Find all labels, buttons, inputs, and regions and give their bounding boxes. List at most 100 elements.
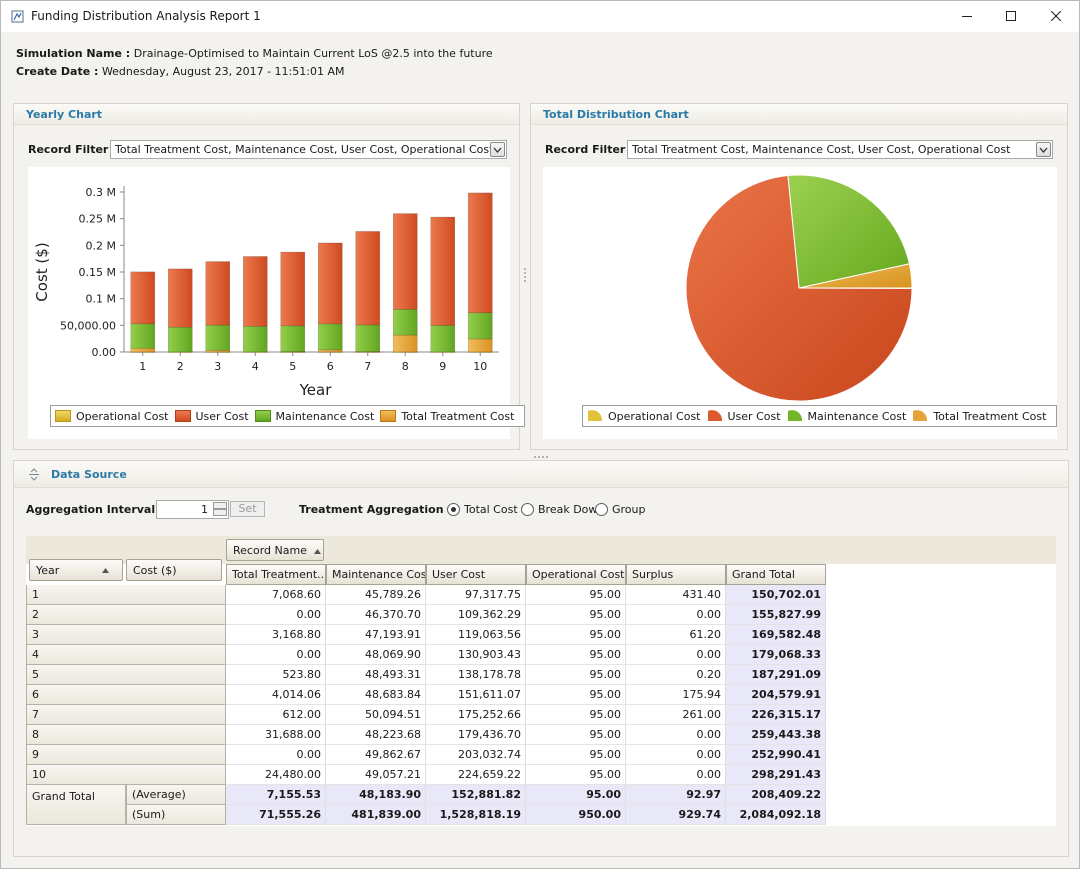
window-title: Funding Distribution Analysis Report 1 — [31, 9, 261, 23]
row-header-year[interactable]: 2 — [26, 605, 226, 625]
bar-segment[interactable] — [430, 216, 456, 326]
table-cell: 138,178.78 — [426, 665, 526, 685]
collapse-icon[interactable] — [28, 468, 40, 481]
table-cell: 226,315.17 — [726, 705, 826, 725]
table-cell: 95.00 — [526, 585, 626, 605]
table-cell: 48,223.68 — [326, 725, 426, 745]
bar-segment[interactable] — [467, 312, 493, 340]
legend-label-treatment: Total Treatment Cost — [933, 409, 1047, 423]
row-header-year[interactable]: 6 — [26, 685, 226, 705]
spinner-buttons[interactable] — [213, 502, 227, 517]
create-date-line: Create Date : Wednesday, August 23, 2017… — [16, 65, 344, 78]
column-header[interactable]: Maintenance Cost — [326, 564, 426, 585]
bar-segment[interactable] — [205, 261, 231, 326]
data-source-header[interactable]: Data Source — [14, 461, 1068, 488]
column-header[interactable]: Operational Cost — [526, 564, 626, 585]
table-cell: 0.00 — [226, 745, 326, 765]
legend-label-operational: Operational Cost — [608, 409, 701, 423]
pie-slice[interactable] — [787, 174, 910, 289]
bar-segment[interactable] — [317, 242, 343, 325]
table-cell: 130,903.43 — [426, 645, 526, 665]
spin-up-button[interactable] — [213, 502, 227, 509]
total-cell: 481,839.00 — [326, 805, 426, 825]
set-button[interactable]: Set — [230, 501, 265, 517]
radio-group[interactable]: Group — [595, 503, 646, 516]
yearly-record-filter[interactable]: Total Treatment Cost, Maintenance Cost, … — [110, 140, 507, 159]
x-tick-label: 5 — [289, 360, 296, 373]
bar-segment[interactable] — [355, 231, 381, 326]
bar-segment[interactable] — [317, 323, 343, 351]
chevron-down-icon — [1039, 147, 1048, 153]
row-header-year[interactable]: 3 — [26, 625, 226, 645]
column-header[interactable]: Total Treatment... — [226, 564, 326, 585]
row-header-year[interactable]: 5 — [26, 665, 226, 685]
column-header[interactable]: Grand Total — [726, 564, 826, 585]
table-cell: 95.00 — [526, 745, 626, 765]
cost-header-label: Cost ($) — [133, 564, 177, 577]
bar-segment[interactable] — [430, 325, 456, 353]
dropdown-button[interactable] — [1036, 142, 1051, 157]
legend-item-user: User Cost — [174, 410, 249, 423]
radio-break-down[interactable]: Break Down — [521, 503, 604, 516]
bar-segment[interactable] — [167, 268, 193, 328]
bar-segment[interactable] — [392, 309, 418, 336]
bar-segment[interactable] — [467, 338, 493, 353]
legend-swatch-operational — [55, 410, 71, 422]
aggregation-interval-spinner[interactable]: 1 — [156, 500, 229, 519]
bar-segment[interactable] — [392, 213, 418, 310]
bar-segment[interactable] — [130, 271, 156, 325]
table-cell: 95.00 — [526, 645, 626, 665]
spin-down-button[interactable] — [213, 509, 227, 516]
row-header-year[interactable]: 9 — [26, 745, 226, 765]
radio-unselected-icon[interactable] — [521, 503, 534, 516]
table-cell: 0.00 — [626, 725, 726, 745]
row-header-year[interactable]: 1 — [26, 585, 226, 605]
legend-label-operational: Operational Cost — [76, 409, 169, 423]
radio-total-cost[interactable]: Total Cost — [447, 503, 518, 516]
row-header-year[interactable]: 10 — [26, 765, 226, 785]
total-cell: 48,183.90 — [326, 785, 426, 805]
maximize-button[interactable] — [988, 1, 1034, 31]
column-header[interactable]: User Cost — [426, 564, 526, 585]
table-cell: 298,291.43 — [726, 765, 826, 785]
radio-selected-icon[interactable] — [447, 503, 460, 516]
bar-segment[interactable] — [167, 326, 193, 353]
vertical-splitter[interactable] — [521, 101, 529, 451]
close-button[interactable] — [1033, 1, 1079, 31]
radio-group-label: Group — [612, 503, 646, 516]
row-header-year[interactable]: 7 — [26, 705, 226, 725]
table-cell: 0.00 — [626, 645, 726, 665]
bar-segment[interactable] — [242, 326, 268, 353]
year-header-label: Year — [36, 564, 60, 577]
year-field-header[interactable]: Year — [29, 559, 123, 581]
horizontal-splitter[interactable] — [13, 451, 1069, 459]
legend-swatch-treatment — [380, 410, 397, 422]
row-header-year[interactable]: 4 — [26, 645, 226, 665]
bar-segment[interactable] — [242, 256, 268, 327]
bar-segment[interactable] — [280, 325, 306, 352]
column-header[interactable]: Surplus — [626, 564, 726, 585]
bar-segment[interactable] — [392, 334, 418, 353]
yearly-filter-label: Record Filter : — [28, 143, 117, 156]
bar-segment[interactable] — [280, 251, 306, 327]
bar-segment[interactable] — [317, 349, 343, 353]
legend-label-maintenance: Maintenance Cost — [275, 409, 375, 423]
bar-segment[interactable] — [205, 324, 231, 351]
minimize-button[interactable] — [944, 1, 990, 31]
total-record-filter[interactable]: Total Treatment Cost, Maintenance Cost, … — [627, 140, 1053, 159]
table-cell: 259,443.38 — [726, 725, 826, 745]
bar-segment[interactable] — [130, 323, 156, 349]
dropdown-button[interactable] — [490, 142, 505, 157]
radio-unselected-icon[interactable] — [595, 503, 608, 516]
row-header-year[interactable]: 8 — [26, 725, 226, 745]
bar-segment[interactable] — [355, 324, 381, 352]
table-cell: 224,659.22 — [426, 765, 526, 785]
total-cell: 929.74 — [626, 805, 726, 825]
cost-field-header[interactable]: Cost ($) — [126, 559, 222, 581]
bar-segment[interactable] — [130, 347, 156, 353]
table-cell: 0.00 — [626, 605, 726, 625]
y-tick-label: 50,000.00 — [60, 319, 116, 332]
record-name-field-header[interactable]: Record Name — [226, 539, 324, 561]
bar-segment[interactable] — [467, 192, 493, 314]
table-cell: 48,493.31 — [326, 665, 426, 685]
